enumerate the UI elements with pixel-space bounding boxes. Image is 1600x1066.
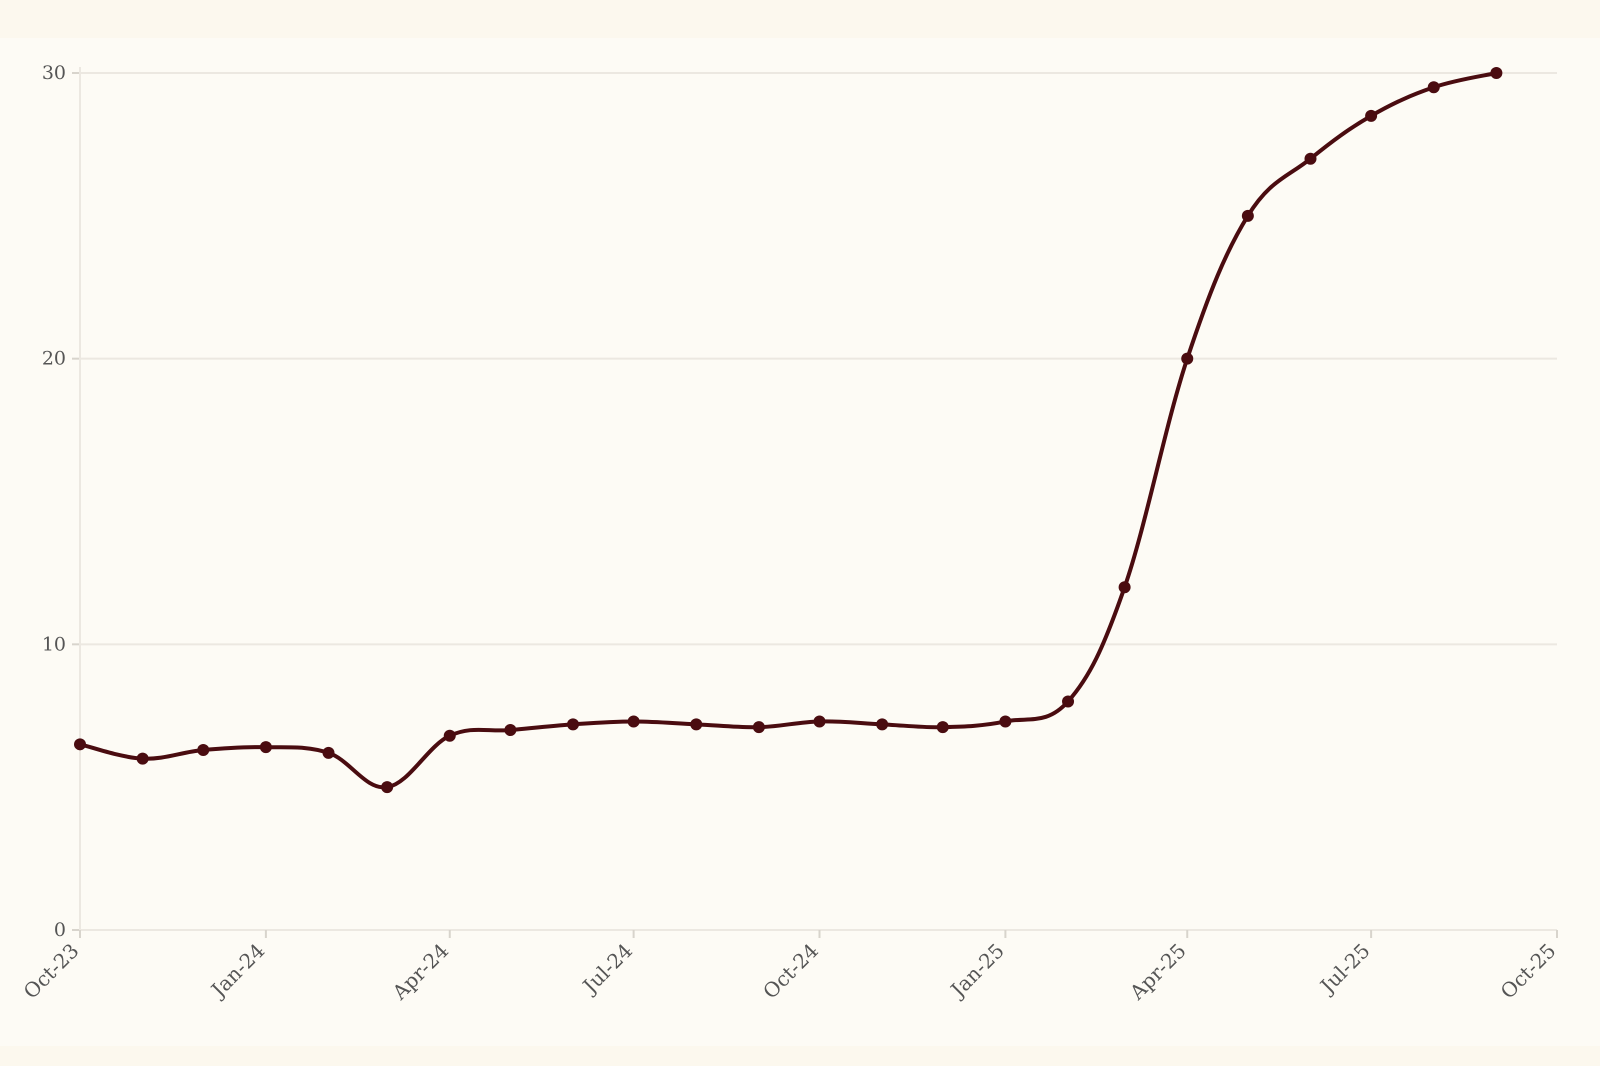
series-line [78, 71, 1499, 790]
points-layer [74, 67, 1503, 794]
data-point [443, 729, 456, 742]
x-tick-label: Jul-24 [577, 939, 637, 999]
data-point [197, 744, 210, 757]
x-tick-label: Apr-24 [387, 939, 453, 1005]
data-point [1062, 695, 1075, 708]
x-tick-label: Oct-24 [758, 939, 823, 1004]
data-point [567, 718, 580, 731]
x-tick-label: Jul-25 [1314, 939, 1374, 999]
top-band [0, 0, 1600, 38]
data-point [136, 752, 149, 765]
y-tick-label: 10 [42, 633, 66, 655]
x-tick-label: Jan-24 [205, 939, 269, 1003]
x-tick-label: Oct-23 [19, 939, 84, 1004]
data-point [1241, 209, 1254, 222]
data-point [1304, 152, 1317, 165]
axes: 0 10 20 30 Oct-23 Jan-24 Apr-24 Jul-24 Oct-24 Jan… [19, 62, 1561, 1005]
gridlines [80, 72, 1557, 931]
x-tick-label: Apr-25 [1124, 939, 1190, 1005]
data-point [1490, 67, 1503, 79]
data-point [690, 718, 703, 731]
bottom-band [0, 1046, 1600, 1066]
data-point [813, 715, 826, 728]
x-tick-label: Oct-25 [1496, 939, 1561, 1004]
y-tick-label: 20 [42, 348, 66, 370]
series-layer [78, 71, 1499, 790]
data-point [876, 718, 889, 731]
data-point [936, 721, 949, 734]
y-tick-label: 0 [54, 919, 66, 941]
data-point [999, 715, 1012, 728]
data-point [752, 721, 765, 734]
x-tick-label: Jan-25 [945, 939, 1009, 1003]
data-point [627, 715, 640, 728]
y-tick-label: 30 [42, 62, 66, 84]
data-point [1118, 581, 1131, 594]
data-point [381, 781, 394, 794]
data-point [1365, 109, 1378, 122]
data-point [1427, 81, 1440, 94]
data-point [259, 741, 272, 754]
data-point [504, 724, 517, 737]
data-point [74, 738, 86, 751]
data-point [1181, 352, 1194, 365]
data-point [322, 746, 335, 759]
